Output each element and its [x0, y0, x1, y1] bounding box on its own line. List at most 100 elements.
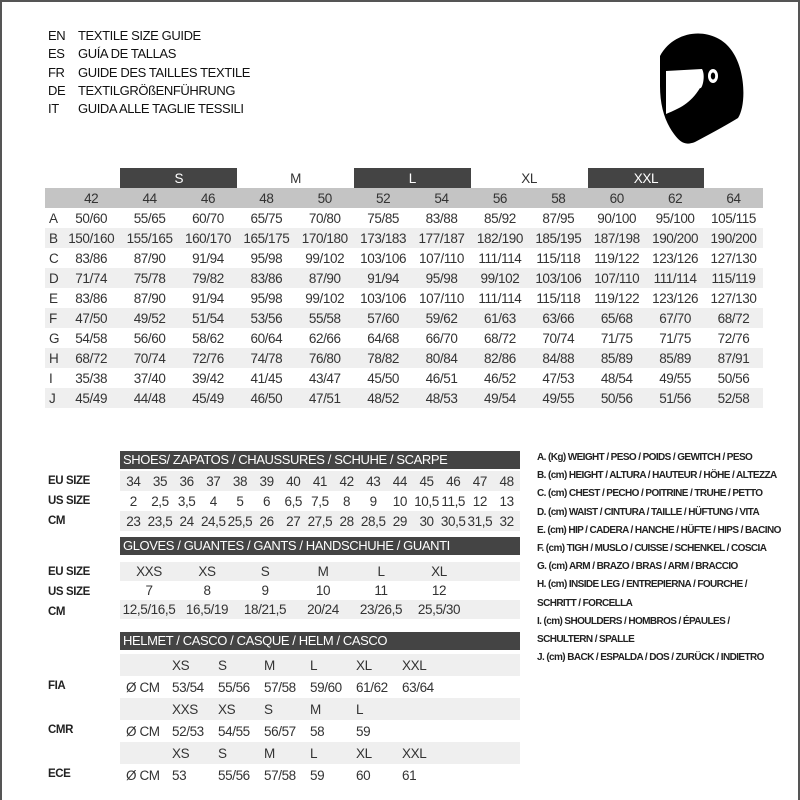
- table-cell: 91/94: [353, 268, 413, 288]
- table-cell: 13: [499, 493, 514, 509]
- table-cell: 24: [173, 511, 200, 531]
- guide-title: EN TEXTILE SIZE GUIDE: [48, 27, 250, 45]
- table-cell: 91/94: [192, 250, 224, 266]
- table-cell: 55/58: [295, 308, 354, 328]
- empty-cell: [45, 168, 62, 188]
- table-cell: 59/62: [412, 308, 471, 328]
- table-cell: 10: [315, 583, 331, 598]
- row-label: I: [49, 370, 53, 386]
- table-cell: 78/82: [353, 348, 413, 368]
- helmet-value: 59: [356, 723, 371, 739]
- size-header: 64: [704, 188, 763, 208]
- table-cell: 45/49: [62, 388, 121, 408]
- row-label: H: [45, 348, 62, 368]
- size-header: 50: [295, 188, 354, 208]
- table-cell: 182/190: [470, 228, 530, 248]
- table-row: D 71/74 75/78 79/82 83/86 87/90 91/94 95/98 99/1…: [45, 268, 763, 288]
- helmet-value: 55/56: [218, 767, 250, 783]
- table-cell: 12: [431, 583, 447, 598]
- helmet-size: XS: [218, 698, 264, 720]
- table-cell: 103/106: [360, 290, 407, 306]
- empty-cell: [704, 168, 762, 188]
- table-row: 12,5/16,5 16,5/19 18/21,5 20/24 23/26,5 25,5/…: [120, 600, 520, 619]
- helmet-value: 61/62: [356, 679, 388, 695]
- table-cell: 119/122: [594, 290, 640, 306]
- table-cell: 103/106: [529, 268, 588, 288]
- size-header: 56: [470, 188, 530, 208]
- table-cell: 107/110: [587, 268, 646, 288]
- table-cell: 41/45: [250, 370, 283, 386]
- legend-item: SCHULTERN / SPALLE: [537, 634, 635, 646]
- table-cell: 123/126: [652, 250, 699, 266]
- table-cell: 18/21,5: [236, 600, 294, 619]
- helmet-value: 54/55: [218, 723, 250, 739]
- table-cell: 28,5: [359, 511, 387, 531]
- helmet-value: 53/54: [172, 679, 204, 695]
- table-cell: 16,5/19: [178, 600, 236, 619]
- legend-item: I. (cm) SHOULDERS / HOMBROS / ÉPAULES /: [537, 615, 730, 627]
- table-cell: 44/48: [120, 388, 179, 408]
- helmet-value: 55/56: [218, 679, 250, 695]
- table-cell: 155/165: [120, 228, 179, 248]
- legend-item: J. (cm) BACK / ESPALDA / DOS / ZURÜCK / …: [537, 652, 764, 664]
- helmet-size: S: [218, 654, 264, 676]
- table-cell: 83/88: [425, 210, 458, 226]
- table-cell: 44: [386, 471, 414, 491]
- table-cell: 3,5: [177, 493, 196, 509]
- table-cell: 65/75: [250, 210, 283, 226]
- table-cell: 29: [386, 511, 414, 531]
- table-cell: 49/55: [659, 370, 691, 386]
- table-cell: 187/198: [587, 228, 646, 248]
- empty-cell: [120, 742, 172, 764]
- table-cell: 71/75: [659, 330, 691, 346]
- helmet-value: 60: [356, 767, 371, 783]
- table-cell: 85/89: [587, 348, 646, 368]
- guide-title: ES GUÍA DE TALLAS: [48, 45, 250, 63]
- table-cell: 87/95: [542, 210, 575, 226]
- table-cell: 165/175: [237, 228, 296, 248]
- size-header: 52: [353, 188, 413, 208]
- helmet-size: XL: [356, 742, 402, 764]
- table-cell: 75/85: [367, 210, 400, 226]
- row-label: CM: [48, 606, 66, 618]
- table-cell: 66/70: [425, 330, 458, 346]
- table-cell: 55/65: [133, 210, 166, 226]
- empty-cell: [45, 188, 62, 208]
- table-cell: XS: [178, 562, 236, 581]
- empty-cell: [468, 581, 520, 600]
- helmet-size: S: [218, 742, 264, 764]
- size-band: M: [290, 170, 301, 186]
- table-cell: 91/94: [192, 290, 224, 306]
- language-code: IT: [48, 101, 59, 117]
- size-header-row: 42 44 46 48 50 52 54 56 58 60 62 64: [45, 188, 763, 208]
- table-cell: 45: [413, 471, 440, 491]
- table-cell: 40: [279, 471, 307, 491]
- table-cell: 76/80: [295, 348, 354, 368]
- table-row: XXS XS S M L XL: [120, 562, 520, 581]
- helmet-size-row: XS S M L XL XXL: [120, 654, 520, 676]
- table-cell: 99/102: [470, 268, 530, 288]
- table-cell: 85/89: [645, 348, 705, 368]
- table-cell: XL: [410, 562, 468, 581]
- gloves-size-table: XXS XS S M L XL 7 8 9 10 11 12 12,5/16,5 16,5/19 18/21…: [120, 562, 520, 619]
- table-cell: 87/90: [133, 290, 166, 306]
- table-cell: 53/56: [237, 308, 296, 328]
- helmet-value: 57/58: [264, 679, 296, 695]
- table-cell: 160/170: [178, 228, 238, 248]
- table-cell: 47/50: [62, 308, 121, 328]
- table-cell: 68/72: [704, 308, 763, 328]
- empty-cell: [448, 720, 520, 742]
- table-cell: M: [294, 562, 352, 581]
- size-header: 48: [237, 188, 296, 208]
- table-cell: 67/70: [645, 308, 705, 328]
- legend-item: F. (cm) TIGH / MUSLO / CUISSE / SCHENKEL…: [537, 543, 767, 555]
- table-cell: 60/64: [250, 330, 283, 346]
- measurement-legend: A. (Kg) WEIGHT / PESO / POIDS / GEWITCH …: [537, 449, 781, 667]
- title-text: TEXTILGRÖßENFÜHRUNG: [78, 82, 236, 98]
- table-cell: 50/56: [587, 388, 646, 408]
- table-cell: 39: [253, 471, 280, 491]
- table-cell: 23/26,5: [352, 600, 410, 619]
- row-label: J: [45, 388, 62, 408]
- table-cell: 7,5: [311, 493, 329, 509]
- table-cell: 31,5: [466, 511, 494, 531]
